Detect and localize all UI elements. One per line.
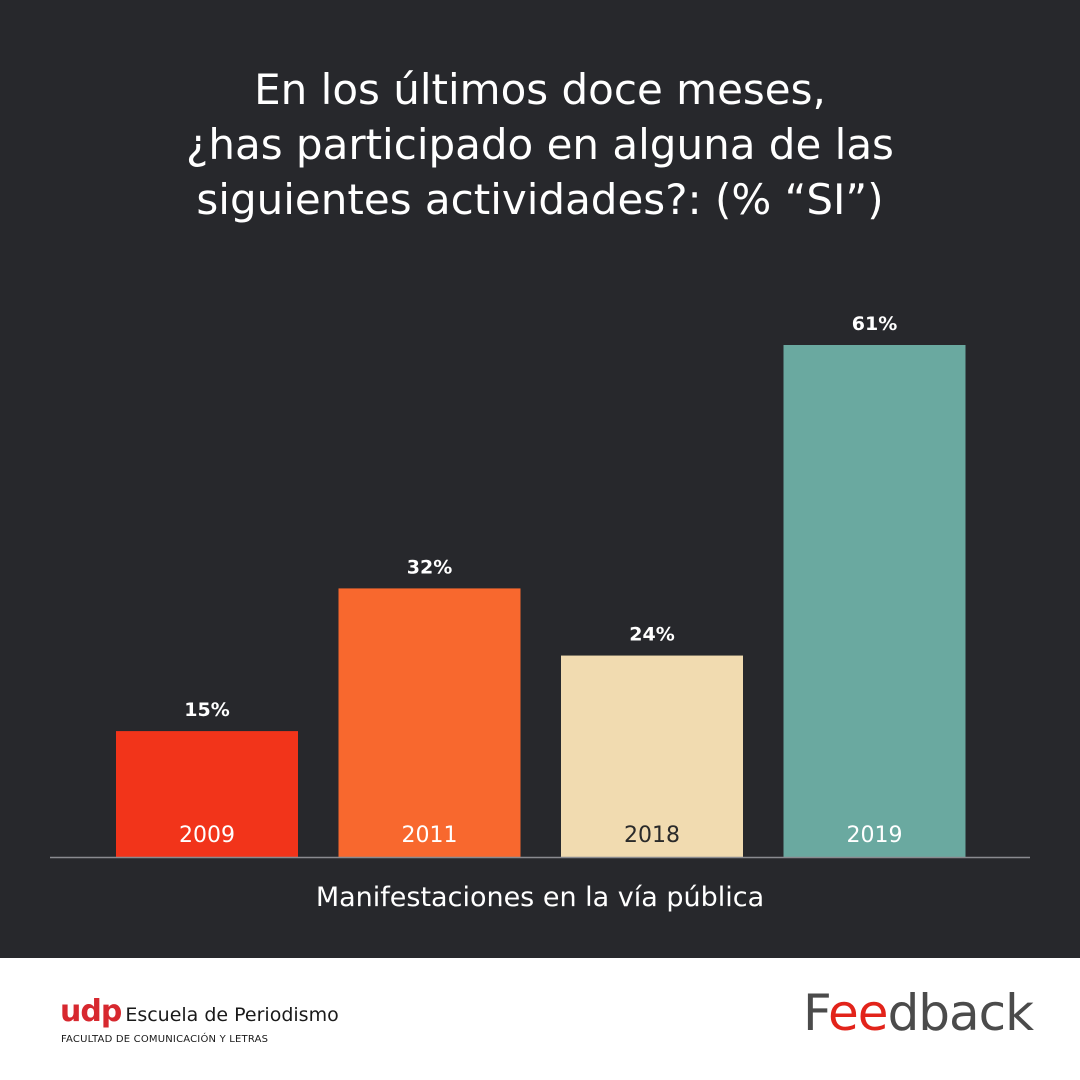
category-label-2018: 2018	[624, 823, 680, 848]
bar-chart: 15% 2009 32% 2011 24% 2018 61% 2019 Manifestaci…	[50, 313, 1030, 913]
bar-2019	[783, 345, 966, 857]
category-label-2019: 2019	[847, 823, 903, 848]
bar-2018	[561, 655, 743, 857]
title-line-1: En los últimos doce meses,	[254, 65, 826, 114]
value-label-2011: 32%	[407, 556, 452, 578]
bars-group: 15% 2009 32% 2011 24% 2018 61% 2019	[116, 313, 966, 857]
bar-2011	[338, 588, 521, 857]
value-label-2018: 24%	[629, 624, 674, 646]
udp-mark: udp	[60, 994, 122, 1029]
feedback-logo-part-1: F	[803, 984, 829, 1042]
title-line-3: siguientes actividades?: (% “SI”)	[196, 175, 884, 224]
feedback-logo: Feedback	[803, 984, 1035, 1042]
feedback-logo-part-2: ee	[828, 984, 889, 1042]
category-label-2009: 2009	[179, 823, 235, 848]
footer	[0, 958, 1080, 1080]
x-axis-label: Manifestaciones en la vía pública	[316, 882, 764, 913]
udp-logo: udp Escuela de Periodismo	[60, 994, 339, 1029]
value-label-2019: 61%	[852, 313, 897, 335]
feedback-logo-part-3: dback	[887, 984, 1035, 1042]
chart-title: En los últimos doce meses, ¿has particip…	[0, 62, 1080, 227]
category-label-2011: 2011	[402, 823, 458, 848]
udp-faculty-name: FACULTAD DE COMUNICACIÓN Y LETRAS	[61, 1034, 269, 1045]
udp-school-name: Escuela de Periodismo	[125, 1004, 339, 1026]
value-label-2009: 15%	[184, 699, 229, 721]
title-line-2: ¿has participado en alguna de las	[186, 120, 894, 169]
bar-2009	[116, 731, 298, 857]
